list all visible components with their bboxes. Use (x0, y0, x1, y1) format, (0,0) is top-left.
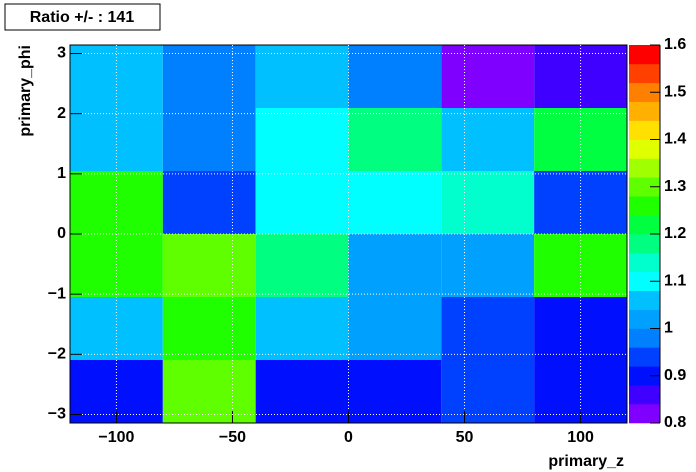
colorbar-band (629, 82, 660, 102)
colorbar-band (629, 101, 660, 121)
colorbar-band (629, 385, 660, 405)
heatmap-cell (441, 108, 535, 171)
heatmap-cell (255, 45, 349, 108)
x-tick-label: 100 (567, 429, 594, 446)
x-tick-label: −50 (219, 429, 246, 446)
colorbar-band (629, 63, 660, 84)
chart-title: Ratio +/- : 141 (30, 9, 135, 26)
y-tick-label: −1 (48, 285, 66, 302)
x-tick-label: 50 (456, 429, 474, 446)
z-tick-label: 1.2 (664, 225, 686, 242)
heatmap-cell (441, 171, 535, 234)
colorbar-band (629, 139, 660, 159)
x-axis-label: primary_z (548, 453, 624, 470)
heatmap-cell (441, 360, 535, 423)
heatmap-cell (70, 45, 163, 108)
colorbar-band (629, 120, 660, 140)
heatmap-cell (162, 108, 256, 171)
heatmap-cell (348, 360, 442, 423)
heatmap-cell (255, 360, 349, 423)
colorbar-band (629, 290, 660, 310)
heatmap-cell (348, 171, 442, 234)
heatmap-cell (441, 45, 535, 108)
z-tick-label: 1.4 (664, 131, 686, 148)
colorbar-band (629, 271, 660, 291)
x-tick-label: −100 (98, 429, 134, 446)
colorbar-band (629, 45, 660, 65)
heatmap-cell (534, 171, 627, 234)
title-box (4, 3, 161, 31)
colorbar-band (629, 252, 660, 273)
z-tick-label: 0.9 (664, 367, 686, 384)
heatmap-cell (534, 45, 627, 108)
colorbar-band (629, 309, 660, 329)
heatmap-cell (534, 297, 627, 360)
colorbar-band (629, 196, 660, 216)
heatmap-cell (255, 234, 349, 297)
colorbar-band (629, 366, 660, 386)
y-tick-label: 1 (57, 165, 66, 182)
heatmap-cell (255, 108, 349, 171)
z-tick-label: 1.3 (664, 178, 686, 195)
z-tick-label: 0.8 (664, 414, 686, 431)
heatmap-cell (70, 234, 163, 297)
z-tick-label: 1 (664, 320, 673, 337)
heatmap-cell (348, 45, 442, 108)
heatmap-cell (70, 297, 163, 360)
heatmap-cell (534, 108, 627, 171)
heatmap-cell (348, 297, 442, 360)
z-tick-label: 1.5 (664, 83, 686, 100)
heatmap-cell (534, 234, 627, 297)
y-axis-label: primary_phi (17, 45, 34, 137)
heatmap-cell (255, 297, 349, 360)
heatmap-cell (348, 234, 442, 297)
colorbar-band (629, 215, 660, 235)
y-tick-label: 3 (57, 45, 66, 62)
heatmap-cell (162, 297, 256, 360)
heatmap-cell (162, 360, 256, 423)
colorbar-band (629, 177, 660, 197)
z-tick-label: 1.1 (664, 272, 686, 289)
y-tick-label: −3 (48, 406, 66, 423)
colorbar-band (629, 404, 660, 424)
heatmap-cell (255, 171, 349, 234)
heatmap-cell (162, 171, 256, 234)
heatmap-cell (162, 234, 256, 297)
colorbar-band (629, 158, 660, 178)
z-tick-label: 1.6 (664, 36, 686, 53)
heatmap-cell (441, 234, 535, 297)
heatmap-cell (441, 297, 535, 360)
heatmap-cell (70, 108, 163, 171)
y-tick-label: 0 (57, 225, 66, 242)
heatmap-cell (162, 45, 256, 108)
x-tick-label: 0 (344, 429, 353, 446)
colorbar-band (629, 234, 660, 254)
heatmap-cell (348, 108, 442, 171)
heatmap-cell (70, 171, 163, 234)
colorbar-band (629, 347, 660, 367)
colorbar-band (629, 328, 660, 348)
y-tick-label: −2 (48, 346, 66, 363)
y-tick-label: 2 (57, 105, 66, 122)
